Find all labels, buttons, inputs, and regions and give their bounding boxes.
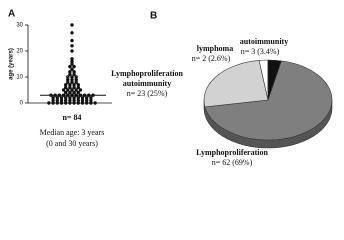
data-point [47,101,51,105]
data-point [70,57,74,61]
data-point [59,98,64,103]
data-point [68,70,72,74]
data-point [59,96,64,100]
data-point [63,101,68,105]
data-point [70,75,74,79]
slice-label: autoimmunity [123,79,171,88]
pie-slice [203,60,269,108]
data-point [89,101,93,105]
data-point [80,98,85,103]
data-point [72,70,76,74]
data-point [80,96,85,100]
figure: A B age (years) 0 10 20 30 n= 84 Median age: … [8,9,333,167]
data-point [68,101,72,105]
data-point [74,88,78,92]
data-point [63,96,68,100]
panel-label: B [150,11,157,22]
data-point [70,31,74,35]
data-point [51,96,55,100]
pie-slice [267,59,282,101]
pie-slice [204,60,333,141]
y-tick-label: 0 [20,101,24,107]
data-point [89,98,93,103]
data-point [66,88,70,92]
panel-label: A [8,9,15,20]
slice-value-label: n= 2 (2.6%) [192,54,231,63]
data-point [68,96,72,100]
data-point [76,83,81,87]
data-point [63,90,68,95]
note: (0 and 30 years) [46,139,98,148]
data-point [72,72,76,77]
slice-value-label: n= 3 (3.4%) [241,47,280,56]
data-point [68,64,72,69]
data-point [59,101,64,105]
data-point [70,80,74,84]
data-point [70,88,74,92]
slice-label: autoimmunity [240,37,288,46]
data-point [51,101,55,105]
data-point [85,101,89,105]
data-point [55,101,59,105]
data-point [85,96,89,100]
slice-label: Lymphoproliferation [196,148,268,157]
data-point [68,85,72,90]
data-point [85,98,89,103]
y-tick-label: 30 [16,23,23,29]
data-point [72,64,76,69]
data-point [74,75,78,79]
data-point [70,38,74,43]
data-point [72,85,76,90]
data-point [76,96,81,100]
data-point [61,88,66,92]
data-point [66,75,70,79]
data-point [70,77,74,82]
slice-label: Lymphoproliferation [111,69,183,78]
data-point [70,49,74,53]
data-point [55,96,59,100]
data-point [68,90,72,95]
data-point [63,98,68,103]
slice-label: lymphoma [197,44,233,53]
data-point [51,98,55,103]
data-point [74,80,78,84]
note: n= 84 [62,113,81,122]
y-axis-label: age (years) [9,48,15,80]
data-point [76,85,81,90]
data-point [76,101,81,105]
data-point [70,67,74,71]
data-point [68,98,72,103]
data-point [72,83,76,87]
data-point [63,85,68,90]
data-point [70,59,74,64]
data-point [63,83,68,87]
data-point [76,90,81,95]
data-point [70,44,74,48]
data-point [68,72,72,77]
y-tick-label: 10 [16,75,23,81]
data-point [66,80,70,84]
data-point [72,90,76,95]
data-point [72,101,76,105]
slice-value-label: n= 62 (69%) [212,158,253,167]
data-point [72,98,76,103]
data-point [89,96,93,100]
data-point [74,77,78,82]
data-point [68,83,72,87]
data-point [66,77,70,82]
data-point [70,23,74,27]
note: Median age: 3 years [40,128,105,137]
data-point [78,88,83,92]
data-point [70,62,74,66]
data-point [80,101,85,105]
data-point [55,98,59,103]
y-tick-label: 20 [16,49,23,55]
data-point [93,101,97,105]
data-point [76,98,81,103]
data-point [72,96,76,100]
slice-value-label: n= 23 (25%) [127,89,168,98]
